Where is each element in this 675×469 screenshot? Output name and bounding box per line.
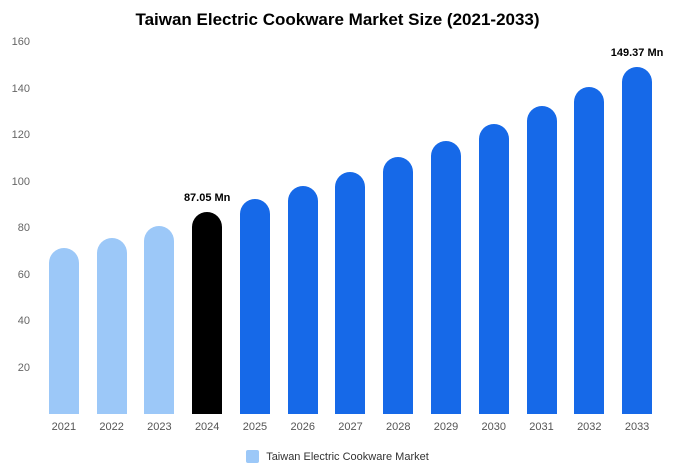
x-axis-label-2023: 2023 (147, 421, 172, 433)
bar-2033: 149.37 Mn (611, 47, 663, 414)
bar-column (327, 42, 375, 414)
bar-2032 (574, 87, 605, 414)
bar-column: 149.37 Mn (611, 42, 663, 414)
bars: 87.05 Mn 149.37 Mn (40, 42, 663, 414)
x-axis-label-2030: 2030 (481, 421, 507, 433)
bar-column (374, 42, 422, 414)
chart-title: Taiwan Electric Cookware Market Size (20… (135, 10, 540, 29)
bar-column (279, 42, 327, 414)
bar-column (136, 42, 184, 414)
bar-column (518, 42, 566, 414)
x-axis-label-2033: 2033 (624, 421, 650, 433)
y-tick-label: 40 (17, 315, 30, 327)
x-axis-label-2028: 2028 (386, 421, 411, 433)
bar-2026 (287, 185, 318, 414)
bar-2025 (239, 199, 270, 414)
bar-column (88, 42, 136, 414)
legend-swatch-icon (246, 450, 260, 463)
bar-2029 (431, 140, 461, 414)
x-axis-label-2031: 2031 (529, 421, 554, 433)
y-tick-label: 80 (17, 222, 30, 234)
y-tick-label: 100 (11, 175, 30, 188)
y-tick-label: 60 (17, 268, 30, 281)
x-axis-label-2024: 2024 (194, 421, 220, 433)
bar-2028 (383, 156, 414, 414)
bar-column (565, 42, 613, 414)
bar-column (231, 42, 279, 414)
x-axis-label-2032: 2032 (577, 421, 602, 433)
x-axis-label-2022: 2022 (99, 421, 124, 433)
bar-2030 (478, 124, 509, 414)
plot-area: 87.05 Mn 149.37 Mn (40, 42, 663, 414)
x-axis-label-2021: 2021 (51, 421, 77, 433)
bar-2024: 87.05 Mn (184, 192, 230, 414)
x-axis-label-2027: 2027 (338, 421, 363, 433)
bar-2027 (335, 171, 366, 414)
value-label-2024: 87.05 Mn (183, 191, 231, 204)
bar-column (422, 42, 470, 414)
bar-column (40, 42, 88, 414)
y-tick-label: 20 (17, 361, 30, 374)
bar-2031 (526, 105, 557, 414)
bar-column (470, 42, 518, 414)
bar-2023 (144, 225, 175, 414)
bar-column: 87.05 Mn (183, 42, 231, 414)
y-tick-label: 120 (11, 129, 30, 141)
bar-2022 (96, 237, 127, 414)
x-axis-label-2029: 2029 (433, 421, 459, 433)
y-tick-label: 140 (11, 82, 30, 95)
x-axis-label-2025: 2025 (242, 421, 268, 433)
legend: Taiwan Electric Cookware Market (0, 450, 675, 463)
legend-label: Taiwan Electric Cookware Market (266, 450, 429, 463)
value-label-2033: 149.37 Mn (610, 46, 664, 59)
bar-2021 (48, 248, 79, 414)
x-axis-label-2026: 2026 (290, 421, 315, 433)
y-tick-label: 160 (11, 36, 30, 48)
x-axis: 2021 2022 2023 2024 2025 2026 2027 2028 2029 2030… (40, 421, 661, 433)
